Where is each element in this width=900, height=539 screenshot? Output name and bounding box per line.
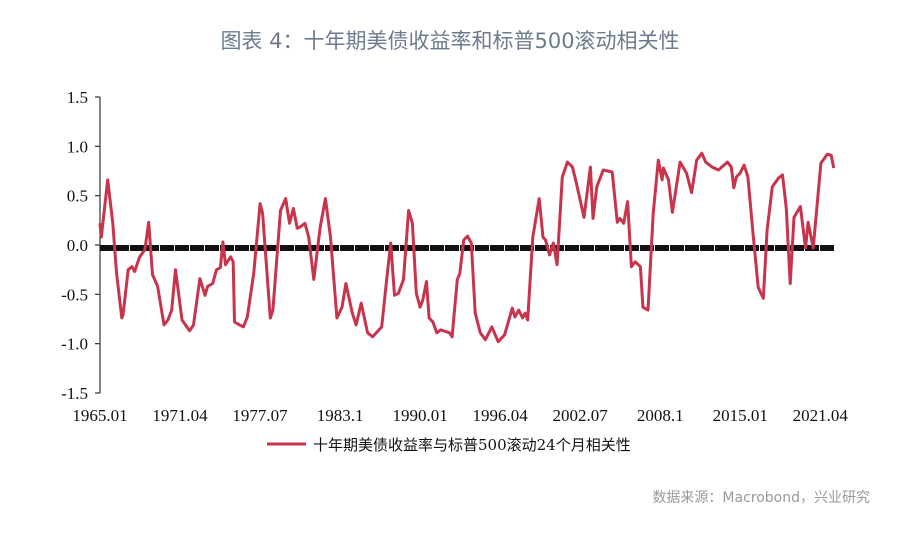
y-tick-label: 1.5: [67, 88, 88, 107]
source-note: 数据来源：Macrobond，兴业研究: [652, 490, 870, 506]
legend-label: 十年期美债收益率与标普500滚动24个月相关性: [313, 436, 631, 454]
x-tick-label: 2015.01: [713, 406, 768, 425]
y-tick-label: -0.5: [61, 285, 88, 304]
chart-title: 图表 4：十年期美债收益率和标普500滚动相关性: [220, 29, 679, 53]
x-tick-label: 1983.1: [317, 406, 364, 425]
x-tick-label: 1977.07: [232, 406, 288, 425]
x-tick-label: 2002.07: [553, 406, 609, 425]
series-points: [99, 153, 834, 342]
x-tick-label: 1996.04: [473, 406, 529, 425]
x-axis: 1965.01 1971.04 1977.07 1983.1 1990.01 1996.0…: [72, 406, 848, 425]
y-tick-label: 0.5: [67, 187, 88, 206]
x-tick-label: 2021.04: [793, 406, 849, 425]
y-axis: 1.5 1.0 0.5 0.0 -0.5 -1.0 -1.5: [61, 88, 101, 403]
y-tick-label: -1.5: [61, 384, 88, 403]
x-tick-label: 1965.01: [72, 406, 127, 425]
x-tick-label: 1990.01: [392, 406, 447, 425]
y-tick-label: -1.0: [61, 335, 88, 354]
y-tick-label: 1.0: [67, 137, 88, 156]
legend: 十年期美债收益率与标普500滚动24个月相关性: [267, 436, 631, 454]
y-tick-label: 0.0: [67, 236, 88, 255]
x-tick-label: 1971.04: [152, 406, 208, 425]
x-tick-label: 2008.1: [637, 406, 684, 425]
